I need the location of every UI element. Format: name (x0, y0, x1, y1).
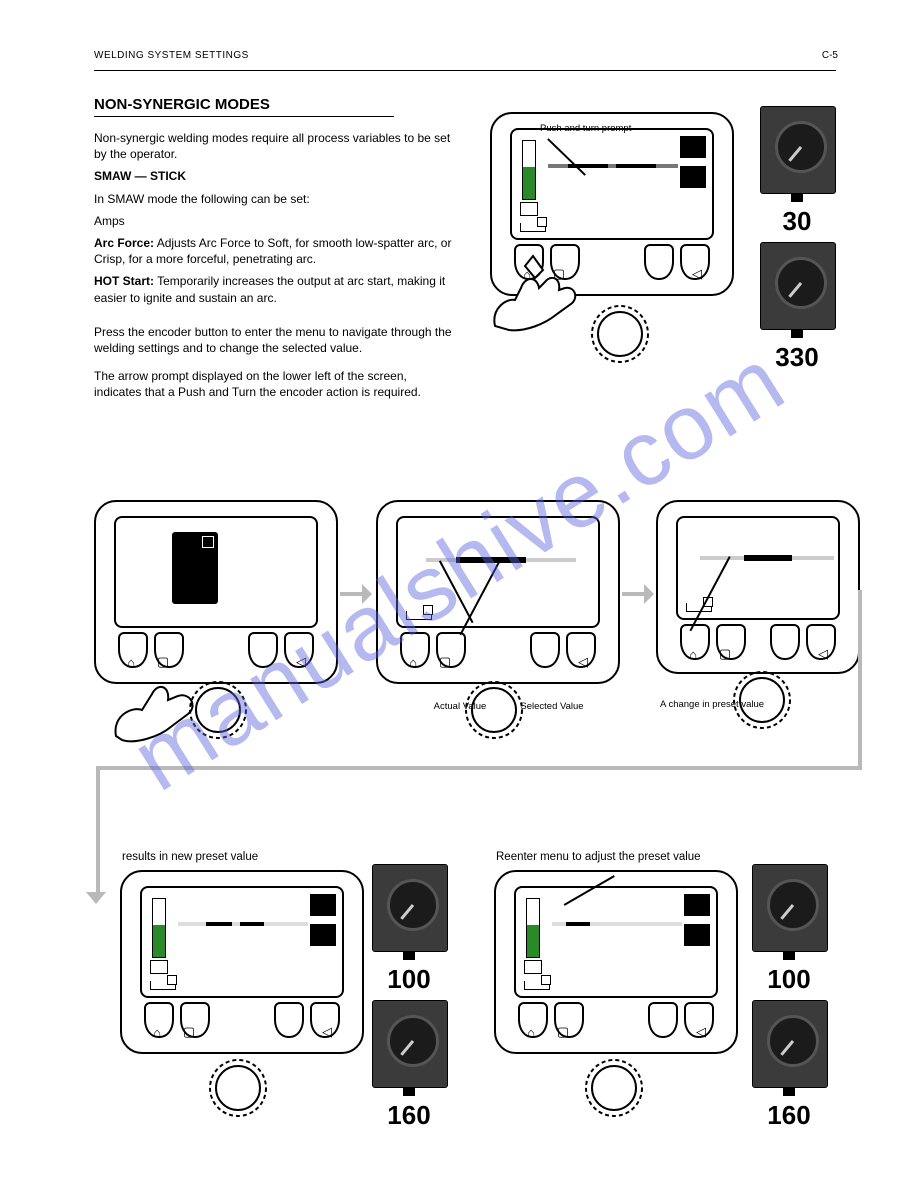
btn[interactable] (648, 1002, 678, 1038)
btn-aux1[interactable] (644, 244, 674, 280)
li-hotstart: HOT Start: Temporarily increases the out… (94, 273, 454, 305)
monitor-row-a: ⌂ ▢ ◁ (94, 500, 338, 684)
tray-icon (520, 223, 546, 232)
caption-bl: results in new preset value (122, 850, 402, 864)
c-c: A change in preset value (660, 700, 820, 711)
wf-100b: 100 (752, 864, 826, 995)
conn-v1 (858, 590, 862, 768)
body-text: Non-synergic welding modes require all p… (94, 130, 454, 406)
num: 160 (372, 1100, 446, 1131)
big-readout (172, 532, 218, 604)
caption-br: Reenter menu to adjust the preset value (496, 850, 776, 864)
power-bar (522, 140, 536, 200)
wirefeed-30: 30 (760, 106, 834, 237)
p-encoder: Press the encoder button to enter the me… (94, 324, 454, 356)
encoder-knob-a[interactable] (186, 678, 250, 742)
conn-arrow (86, 892, 106, 904)
g: ▢ (550, 1024, 576, 1040)
g: ▢ (712, 646, 738, 662)
encoder-knob-br[interactable] (582, 1056, 646, 1120)
monitor-row-b: ⌂ ▢ ◁ (376, 500, 620, 684)
encoder-knob-top[interactable] (588, 302, 652, 366)
wf-100a: 100 (372, 864, 446, 995)
section-title: NON-SYNERGIC MODES (94, 96, 270, 113)
num: 100 (752, 964, 826, 995)
screen (510, 128, 714, 240)
g: ▢ (432, 654, 458, 670)
g: ◁ (288, 654, 314, 670)
encoder-knob-bl[interactable] (206, 1056, 270, 1120)
btn-c3[interactable] (770, 624, 800, 660)
fuel-icon (520, 202, 538, 216)
scale-line (548, 164, 678, 168)
readout-a (684, 894, 710, 916)
li-arcforce: Arc Force: Adjusts Arc Force to Soft, fo… (94, 235, 454, 267)
list-lead: In SMAW mode the following can be set: (94, 191, 454, 207)
g: ⌂ (400, 655, 426, 670)
conn-v2 (96, 766, 100, 894)
fuel-icon (150, 960, 168, 974)
readout-a (310, 894, 336, 916)
fuel-icon (524, 960, 542, 974)
page: WELDING SYSTEM SETTINGS C-5 NON-SYNERGIC… (0, 0, 918, 1188)
monitor-row-c: ⌂ ▢ ◁ (656, 500, 860, 674)
arrow-ab (340, 584, 370, 604)
monitor-bottom-right: ⌂ ▢ ◁ (494, 870, 738, 1054)
wf-num-330: 330 (760, 342, 834, 373)
g: ⌂ (680, 647, 706, 662)
header-left: WELDING SYSTEM SETTINGS (94, 50, 249, 61)
g: ◁ (314, 1024, 340, 1040)
btn-b3[interactable] (530, 632, 560, 668)
wf-160a: 160 (372, 1000, 446, 1131)
g: ◁ (688, 1024, 714, 1040)
callout-pushturn: Push and turn prompt (540, 124, 631, 135)
btn-a3[interactable] (248, 632, 278, 668)
g: ⌂ (518, 1025, 544, 1040)
arrow-bc (622, 584, 652, 604)
g: ▢ (176, 1024, 202, 1040)
g: ◁ (570, 654, 596, 670)
tray-icon (406, 611, 432, 620)
header-rule (94, 70, 836, 71)
wf-num-30: 30 (760, 206, 834, 237)
readout-b (680, 166, 706, 188)
c-b1: Actual Value (420, 702, 500, 713)
page-number: C-5 (822, 50, 838, 61)
readout-a (680, 136, 706, 158)
num: 160 (752, 1100, 826, 1131)
g: ◁ (810, 646, 836, 662)
monitor-bottom-left: ⌂ ▢ ◁ (120, 870, 364, 1054)
tray-icon (150, 981, 176, 990)
hand-press (485, 248, 585, 338)
p-prompt: The arrow prompt displayed on the lower … (94, 368, 454, 400)
sub-smaw: SMAW — STICK (94, 169, 186, 183)
conn-h (96, 766, 862, 770)
p-intro: Non-synergic welding modes require all p… (94, 130, 454, 162)
g: ⌂ (144, 1025, 170, 1040)
readout-b (310, 924, 336, 946)
power-bar (526, 898, 540, 958)
c-b2: Selected Value (512, 702, 592, 713)
tray-icon (524, 981, 550, 990)
wf-160b: 160 (752, 1000, 826, 1131)
readout-b (684, 924, 710, 946)
num: 100 (372, 964, 446, 995)
btn[interactable] (274, 1002, 304, 1038)
power-bar (152, 898, 166, 958)
wirefeed-330: 330 (760, 242, 834, 373)
glyph-back: ◁ (684, 266, 710, 282)
li-amps: Amps (94, 213, 454, 229)
